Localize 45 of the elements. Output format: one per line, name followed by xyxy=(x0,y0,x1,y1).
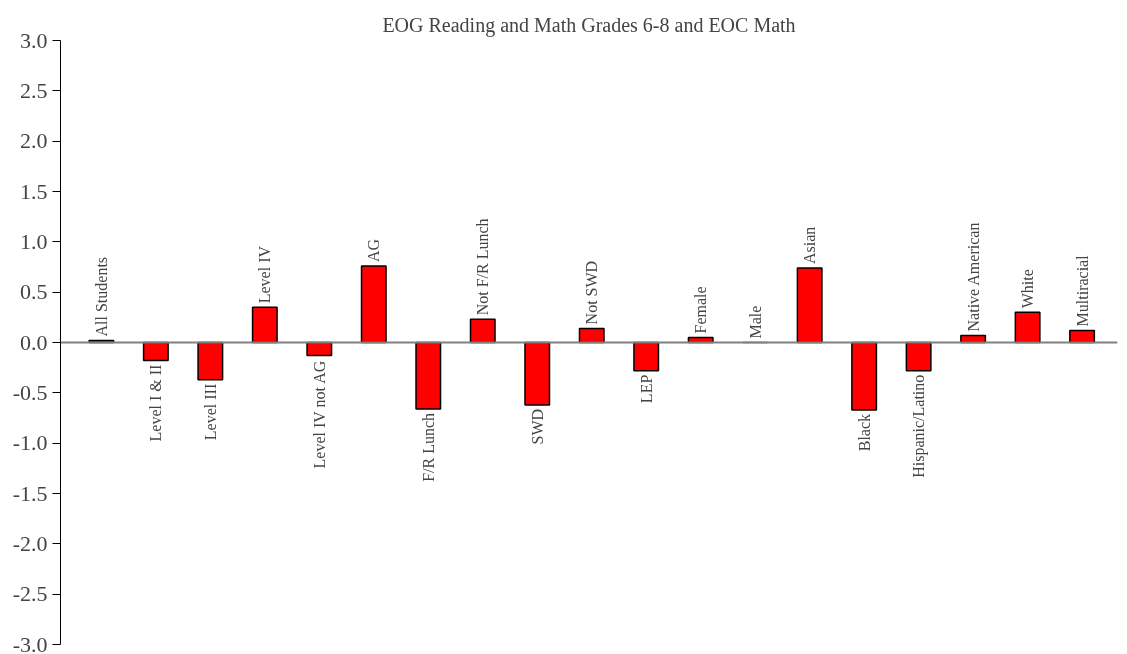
y-tick-label: 2.0 xyxy=(20,128,48,154)
y-tick-label: 1.5 xyxy=(20,178,48,204)
y-tick-label: 0.5 xyxy=(20,279,48,305)
x-tick-label: Level III xyxy=(201,383,219,441)
x-tick-label: All Students xyxy=(92,256,110,337)
y-tick-label: -2.0 xyxy=(12,530,48,556)
bar xyxy=(524,341,551,406)
bar xyxy=(796,267,823,344)
y-tick-label: -2.5 xyxy=(12,581,48,607)
x-tick-label: Female xyxy=(692,286,710,334)
y-tick-label: 0.0 xyxy=(20,329,48,355)
bar xyxy=(197,341,224,381)
x-tick-label: Male xyxy=(746,305,764,339)
bar xyxy=(633,341,660,372)
x-tick-label: Level IV xyxy=(256,245,274,304)
x-tick-label: Multiracial xyxy=(1073,254,1091,327)
x-tick-label: Black xyxy=(855,413,873,452)
chart-title: EOG Reading and Math Grades 6-8 and EOC Math xyxy=(382,13,796,37)
x-tick-label: Level I & II xyxy=(147,364,165,442)
x-tick-label: Asian xyxy=(801,226,819,265)
x-tick-label: F/R Lunch xyxy=(419,412,437,482)
bar xyxy=(851,341,878,411)
x-tick-label: LEP xyxy=(637,374,655,404)
y-tick-label: -0.5 xyxy=(12,379,48,405)
x-tick-label: Level IV not AG xyxy=(310,360,328,469)
x-tick-label: AG xyxy=(365,238,383,262)
x-tick-label: Native American xyxy=(964,222,982,332)
x-tick-label: White xyxy=(1019,269,1037,309)
bar xyxy=(251,306,278,344)
y-tick-label: 3.0 xyxy=(20,27,48,53)
x-tick-label: Not F/R Lunch xyxy=(474,218,492,316)
bar xyxy=(469,318,496,344)
bar xyxy=(905,341,932,372)
bar xyxy=(415,341,442,410)
y-tick-label: -3.0 xyxy=(12,631,48,654)
y-tick-label: 2.5 xyxy=(20,77,48,103)
y-tick-label: 1.0 xyxy=(20,228,48,254)
bar xyxy=(1014,311,1041,344)
x-tick-label: Not SWD xyxy=(583,260,601,325)
x-tick-label: SWD xyxy=(528,408,546,445)
bar xyxy=(360,265,387,344)
x-tick-label: Hispanic/Latino xyxy=(910,374,929,478)
y-tick-label: -1.5 xyxy=(12,480,48,506)
bar xyxy=(578,327,605,344)
y-tick-label: -1.0 xyxy=(12,430,48,456)
